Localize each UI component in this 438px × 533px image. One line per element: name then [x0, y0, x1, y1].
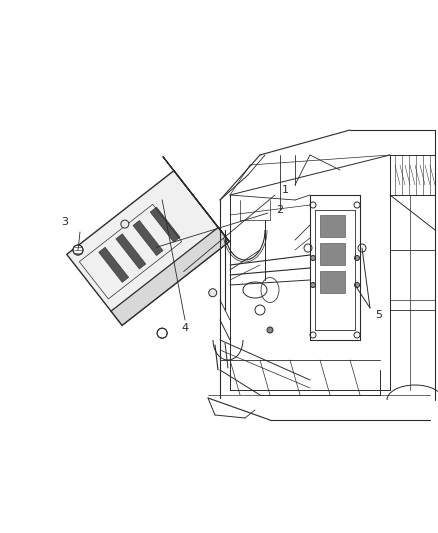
Circle shape	[267, 327, 273, 333]
Circle shape	[358, 244, 366, 252]
Circle shape	[311, 255, 315, 261]
Text: 2: 2	[276, 205, 283, 215]
Polygon shape	[163, 157, 229, 241]
Circle shape	[209, 289, 217, 297]
Circle shape	[73, 245, 83, 255]
Bar	[320, 243, 345, 265]
Text: 4: 4	[181, 323, 189, 333]
Polygon shape	[150, 207, 180, 242]
Polygon shape	[133, 221, 163, 256]
Text: 5: 5	[375, 310, 382, 320]
Polygon shape	[67, 171, 229, 325]
Circle shape	[311, 282, 315, 287]
Polygon shape	[111, 228, 229, 325]
Bar	[320, 215, 345, 237]
Circle shape	[354, 255, 360, 261]
Circle shape	[121, 220, 129, 228]
Circle shape	[354, 282, 360, 287]
Circle shape	[157, 328, 167, 338]
Polygon shape	[99, 247, 129, 282]
Circle shape	[354, 202, 360, 208]
Circle shape	[310, 332, 316, 338]
Circle shape	[310, 202, 316, 208]
Circle shape	[354, 332, 360, 338]
Bar	[320, 271, 345, 293]
Polygon shape	[116, 234, 146, 269]
Text: 1: 1	[282, 185, 289, 195]
Text: 3: 3	[61, 217, 68, 227]
Circle shape	[304, 244, 312, 252]
